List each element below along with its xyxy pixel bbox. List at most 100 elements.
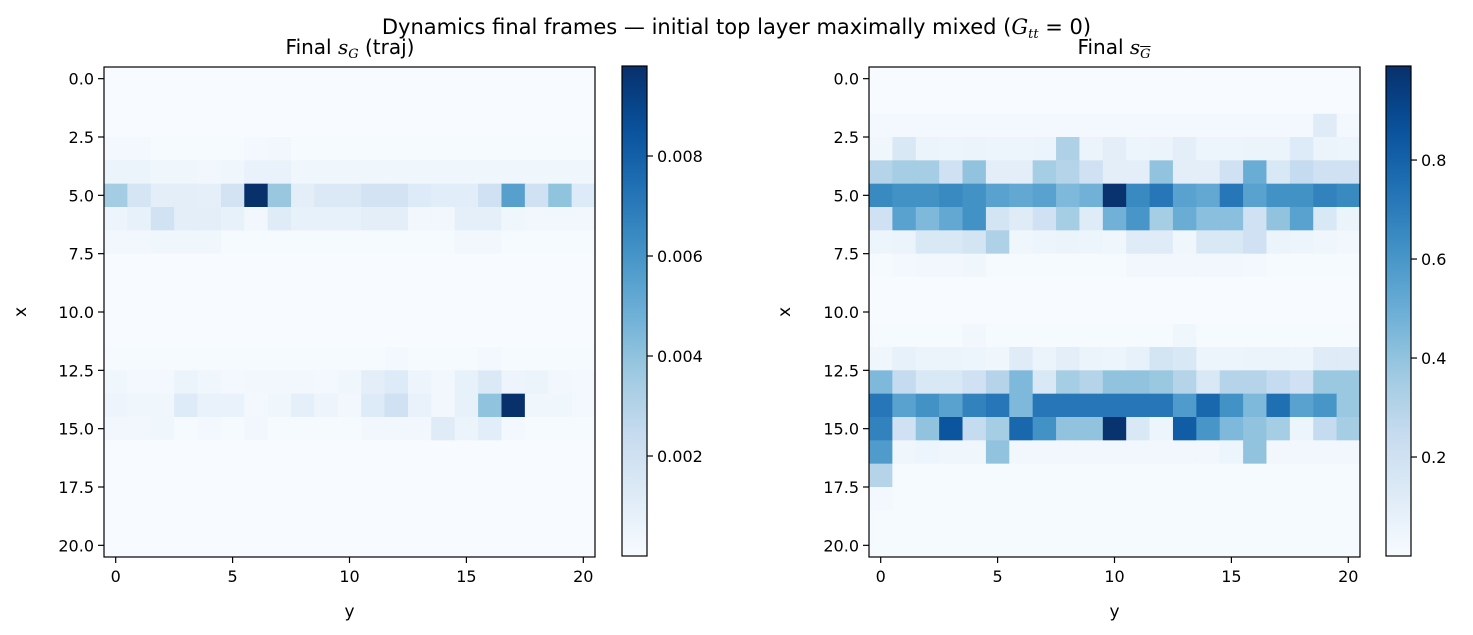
heatmap-cell <box>1126 137 1151 161</box>
heatmap-cell <box>1079 463 1104 488</box>
heatmap-cell <box>197 393 222 418</box>
heatmap-cell <box>1172 510 1197 535</box>
heatmap-cell <box>337 347 362 371</box>
heatmap-cell <box>1126 347 1151 371</box>
heatmap-cell <box>915 533 940 558</box>
heatmap-cell <box>869 487 893 511</box>
heatmap-cell <box>1079 137 1104 161</box>
heatmap-cell <box>127 183 152 208</box>
heatmap-cell <box>915 230 940 255</box>
heatmap-cell <box>501 113 526 138</box>
heatmap-cell <box>1009 160 1034 185</box>
colorbar-tick-label: 0.6 <box>1421 250 1446 269</box>
heatmap-cell <box>1289 207 1314 231</box>
heatmap-cell <box>524 253 549 278</box>
heatmap-cell <box>1056 90 1080 115</box>
heatmap-cell <box>1219 393 1244 418</box>
heatmap-cell <box>431 90 456 115</box>
heatmap-cell <box>244 323 269 348</box>
heatmap-cell <box>1243 207 1267 231</box>
heatmap-cell <box>104 370 128 395</box>
heatmap-cell <box>104 230 128 255</box>
heatmap-cell <box>174 417 199 441</box>
heatmap-cell <box>1219 440 1244 465</box>
heatmap-cell <box>1126 230 1151 255</box>
heatmap-cell <box>1032 137 1057 161</box>
heatmap-cell <box>939 160 964 185</box>
heatmap-cell <box>1196 487 1221 511</box>
heatmap-cell <box>291 463 315 488</box>
heatmap-cell <box>174 323 199 348</box>
heatmap-cell <box>548 277 573 301</box>
heatmap-cell <box>1243 183 1267 208</box>
heatmap-cell <box>478 510 502 535</box>
heatmap-cell <box>1056 137 1080 161</box>
heatmap-cell <box>197 417 222 441</box>
y-tick-label: 7.5 <box>834 245 859 264</box>
heatmap-cell <box>454 487 479 511</box>
heatmap-cell <box>1243 417 1267 441</box>
heatmap-cell <box>361 160 386 185</box>
heatmap-cell <box>244 347 269 371</box>
heatmap-cell <box>1196 90 1221 115</box>
heatmap-cell <box>1266 253 1291 278</box>
heatmap-cell <box>939 90 964 115</box>
heatmap-cell <box>1126 207 1151 231</box>
heatmap-cell <box>431 323 456 348</box>
heatmap-cell <box>267 67 292 91</box>
colorbar <box>621 65 648 557</box>
heatmap-cell <box>267 137 292 161</box>
heatmap-cell <box>1079 533 1104 558</box>
heatmap-cell <box>197 183 222 208</box>
heatmap-cell <box>1219 277 1244 301</box>
heatmap-cell <box>361 533 386 558</box>
heatmap-cell <box>361 393 386 418</box>
heatmap-cell <box>1219 323 1244 348</box>
heatmap-cell <box>1336 90 1361 115</box>
heatmap-cell <box>869 90 893 115</box>
heatmap-cell <box>337 230 362 255</box>
heatmap-cell <box>314 347 339 371</box>
heatmap-cell <box>150 137 175 161</box>
heatmap-cell <box>150 487 175 511</box>
heatmap-cell <box>1032 463 1057 488</box>
heatmap-cell <box>150 277 175 301</box>
panel-1-title: Final sG (traj) <box>285 35 415 62</box>
heatmap-cell <box>1243 463 1267 488</box>
heatmap-cell <box>1056 300 1080 325</box>
heatmap-cell <box>1009 323 1034 348</box>
heatmap-cell <box>1289 417 1314 441</box>
heatmap-cell <box>892 113 917 138</box>
heatmap-cell <box>1032 300 1057 325</box>
heatmap-cell <box>939 113 964 138</box>
heatmap-cell <box>1126 510 1151 535</box>
heatmap-cell <box>1149 300 1174 325</box>
heatmap-cell <box>1079 370 1104 395</box>
heatmap-cell <box>1196 393 1221 418</box>
heatmap-cell <box>291 417 315 441</box>
heatmap-cell <box>431 510 456 535</box>
heatmap-cell <box>244 207 269 231</box>
x-tick-label: 20 <box>1338 567 1358 586</box>
heatmap-cell <box>1336 510 1361 535</box>
heatmap-cell <box>1149 253 1174 278</box>
heatmap-cell <box>314 510 339 535</box>
heatmap-cell <box>548 113 573 138</box>
heatmap-cell <box>1009 440 1034 465</box>
heatmap-cell <box>291 370 315 395</box>
heatmap-cell <box>524 277 549 301</box>
heatmap-cell <box>1056 67 1080 91</box>
heatmap-cell <box>892 183 917 208</box>
heatmap-cell <box>524 347 549 371</box>
heatmap-cell <box>962 393 987 418</box>
heatmap-cell <box>548 183 573 208</box>
heatmap-cell <box>384 417 409 441</box>
heatmap-cell <box>1149 347 1174 371</box>
heatmap-cell <box>150 253 175 278</box>
heatmap-cell <box>220 300 245 325</box>
heatmap-cell <box>150 67 175 91</box>
heatmap-cell <box>939 300 964 325</box>
heatmap-cell <box>1032 113 1057 138</box>
heatmap-cell <box>1313 323 1338 348</box>
heatmap-cell <box>1009 487 1034 511</box>
